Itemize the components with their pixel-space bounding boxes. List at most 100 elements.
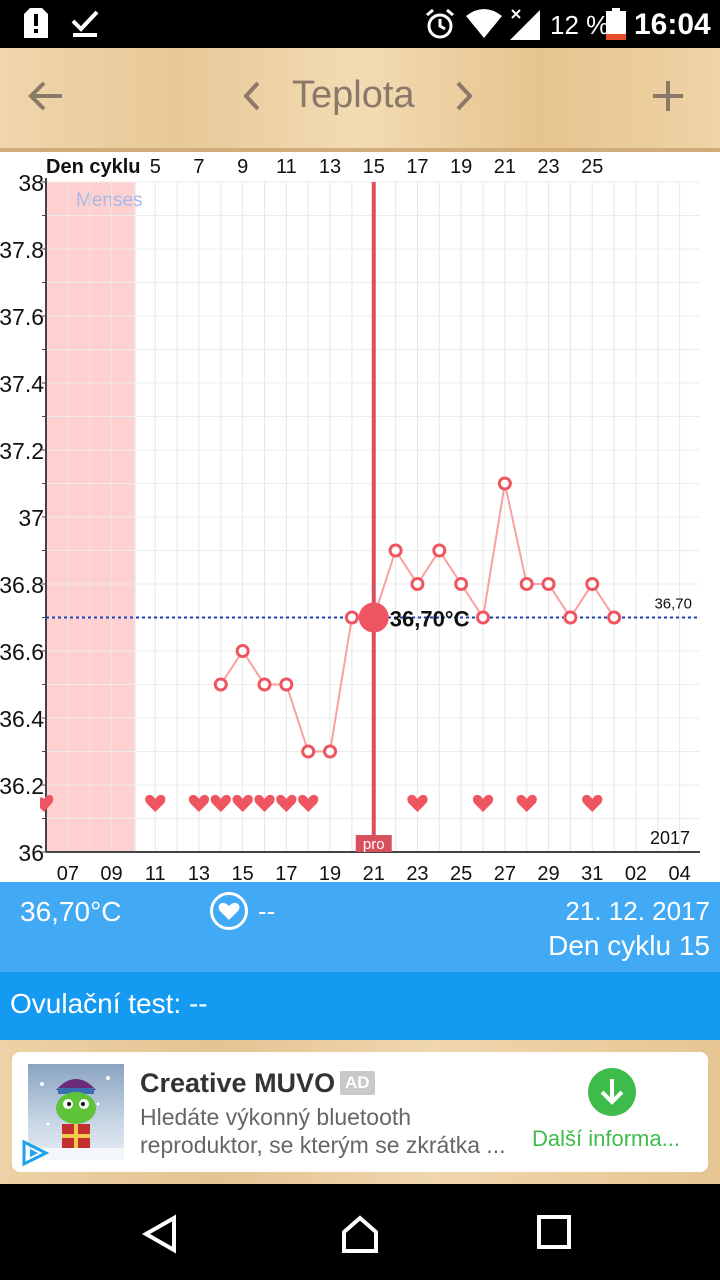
bottom-tick-label: 02 bbox=[625, 863, 647, 882]
y-tick-label: 37.4 bbox=[0, 371, 44, 397]
selected-day-marker-label: pro bbox=[363, 836, 385, 853]
heart-marker bbox=[254, 794, 275, 812]
alarm-icon bbox=[426, 8, 454, 39]
signal-icon bbox=[510, 9, 540, 40]
data-point bbox=[410, 577, 425, 591]
heart-marker bbox=[188, 794, 210, 812]
heart-marker bbox=[298, 794, 319, 812]
menses-label: Menses bbox=[76, 190, 143, 211]
top-tick-label: 19 bbox=[450, 156, 472, 178]
clock: 16:04 bbox=[634, 8, 711, 41]
top-tick-label: 11 bbox=[276, 156, 297, 178]
alert-icon bbox=[24, 8, 48, 38]
bottom-tick-label: 07 bbox=[57, 863, 79, 882]
ovulation-bar[interactable]: Ovulační test: -- bbox=[0, 972, 720, 1040]
check-icon bbox=[71, 10, 99, 37]
selected-date: 21. 12. 2017 bbox=[565, 896, 710, 926]
navigation-bar bbox=[0, 1184, 720, 1280]
y-tick-label: 37.8 bbox=[0, 237, 44, 263]
y-tick-label: 37.2 bbox=[0, 438, 44, 464]
data-point bbox=[497, 476, 512, 491]
ad-badge: AD bbox=[340, 1071, 375, 1095]
y-tick-label: 36.4 bbox=[0, 706, 44, 732]
data-point bbox=[323, 744, 338, 759]
recents-icon[interactable] bbox=[536, 1214, 572, 1250]
selected-value-label: 36,70°C bbox=[390, 607, 470, 632]
top-tick-label: 15 bbox=[363, 156, 385, 178]
info-bar: 36,70°C -- 21. 12. 2017 Den cyklu 15 bbox=[0, 882, 720, 972]
plus-icon[interactable] bbox=[650, 78, 686, 114]
heart-marker bbox=[407, 794, 428, 812]
heart-marker-partial bbox=[40, 794, 54, 812]
top-axis-title: Den cyklu bbox=[46, 156, 140, 178]
battery-icon bbox=[606, 8, 626, 40]
ad-image[interactable] bbox=[28, 1064, 124, 1160]
adchoices-icon[interactable] bbox=[20, 1138, 50, 1168]
current-temperature: 36,70°C bbox=[20, 896, 122, 927]
top-tick-label: 23 bbox=[537, 156, 559, 178]
data-point bbox=[585, 577, 600, 591]
heart-circle-icon[interactable] bbox=[210, 892, 248, 930]
cycle-day-label: Den cyklu 15 bbox=[548, 930, 710, 961]
chevron-right-icon[interactable] bbox=[452, 80, 476, 112]
back-arrow-icon[interactable] bbox=[28, 78, 64, 114]
ad-cta-button[interactable]: Další informa... bbox=[532, 1126, 680, 1151]
data-point bbox=[607, 610, 622, 625]
top-tick-label: 25 bbox=[581, 156, 603, 178]
bottom-tick-label: 29 bbox=[537, 863, 559, 882]
selected-day-marker bbox=[355, 835, 392, 852]
back-triangle-icon[interactable] bbox=[140, 1214, 180, 1254]
ad-banner: Creative MUVO AD Hledáte výkonný bluetoo… bbox=[0, 1040, 720, 1184]
data-point bbox=[476, 610, 490, 625]
ad-description-line-1: Hledáte výkonný bluetooth bbox=[140, 1104, 412, 1130]
bottom-tick-label: 17 bbox=[275, 863, 297, 882]
y-tick-label: 36 bbox=[18, 840, 44, 866]
y-tick-label: 38 bbox=[18, 170, 44, 196]
y-tick-label: 37 bbox=[18, 505, 44, 531]
heart-marker bbox=[232, 794, 253, 812]
data-point bbox=[213, 677, 228, 692]
data-point bbox=[519, 577, 534, 591]
bottom-tick-label: 25 bbox=[450, 863, 472, 882]
heart-marker bbox=[516, 794, 537, 812]
app-bar: Teplota bbox=[0, 48, 720, 152]
y-tick-label: 36.2 bbox=[0, 773, 44, 799]
y-tick-label: 36.8 bbox=[0, 572, 44, 598]
wifi-icon bbox=[466, 9, 502, 38]
temperature-chart[interactable]: Menses 38 37.8 37.6 37.4 37.2 37 36.8 36.6 36.4 36… bbox=[0, 152, 720, 882]
heart-marker bbox=[472, 794, 494, 812]
y-tick-label: 37.6 bbox=[0, 304, 44, 330]
bottom-tick-label: 27 bbox=[494, 863, 516, 882]
download-icon[interactable] bbox=[588, 1068, 636, 1116]
bottom-tick-label: 19 bbox=[319, 863, 341, 882]
chevron-left-icon[interactable] bbox=[240, 80, 264, 112]
year-label: 2017 bbox=[650, 828, 690, 848]
bottom-tick-label: 23 bbox=[406, 863, 428, 882]
bottom-tick-label: 31 bbox=[581, 863, 603, 882]
heart-marker bbox=[210, 794, 231, 812]
ovulation-test-label: Ovulační test: -- bbox=[10, 988, 208, 1019]
status-bar: 12 % 16:04 bbox=[0, 0, 720, 48]
home-icon[interactable] bbox=[340, 1214, 380, 1254]
ad-card[interactable]: Creative MUVO AD Hledáte výkonný bluetoo… bbox=[12, 1052, 708, 1172]
data-point bbox=[257, 677, 272, 692]
data-point bbox=[388, 543, 403, 558]
heart-marker bbox=[582, 794, 603, 812]
bottom-tick-label: 04 bbox=[669, 863, 691, 882]
data-point bbox=[541, 577, 556, 591]
top-tick-label: 5 bbox=[150, 156, 161, 178]
top-tick-label: 9 bbox=[237, 156, 248, 178]
heart-marker bbox=[145, 794, 166, 812]
intercourse-value: -- bbox=[258, 896, 276, 926]
top-tick-label: 17 bbox=[406, 156, 428, 178]
page-title: Teplota bbox=[292, 74, 415, 116]
ad-title[interactable]: Creative MUVO bbox=[140, 1068, 336, 1098]
heart-marker bbox=[276, 794, 297, 812]
reference-label: 36,70 bbox=[654, 596, 692, 613]
data-point bbox=[432, 543, 447, 558]
data-point bbox=[563, 610, 578, 625]
top-tick-label: 21 bbox=[494, 156, 516, 178]
ad-description-line-2: reproduktor, se kterým se zkrátka ... bbox=[140, 1132, 506, 1158]
data-point bbox=[235, 644, 250, 658]
chart-canvas[interactable]: Menses 38 37.8 37.6 37.4 37.2 37 36.8 36.6 36.4 36… bbox=[0, 152, 720, 882]
